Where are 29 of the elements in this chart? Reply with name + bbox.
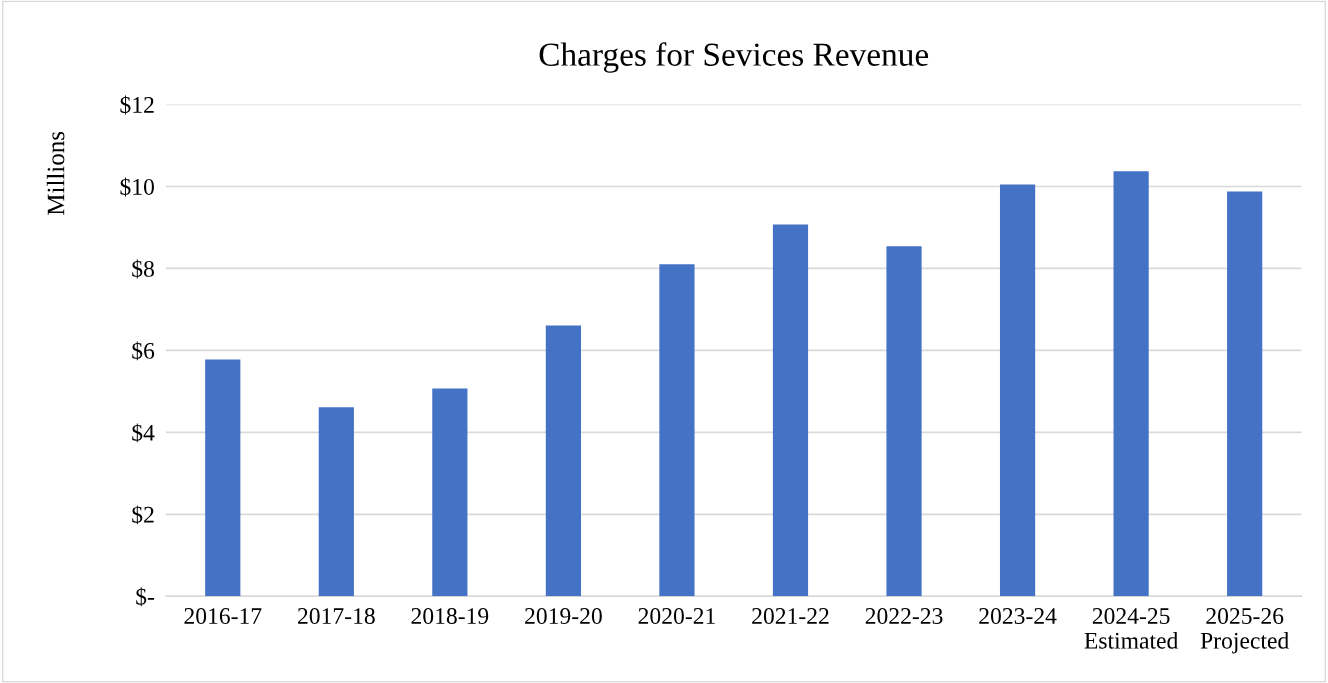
bar [432,388,468,597]
x-tick-label: 2017-18 [298,608,375,624]
y-tick-label: $12 [120,95,154,115]
x-tick-label: 2019-20 [525,608,602,624]
x-tick-label: 2020-21 [638,608,715,624]
bar [999,184,1036,597]
y-tick-label: $2 [132,505,154,525]
y-tick-label: $10 [120,177,154,197]
y-tick-label: $4 [132,423,155,443]
bar [1227,191,1263,597]
bar [886,246,922,597]
y-tick-label: $6 [132,341,155,361]
bar [659,264,695,597]
y-tick-label: $8 [132,259,154,279]
x-tick-label: 2016-17 [184,608,262,624]
x-tick-label: 2018-19 [411,608,489,624]
y-tick-label: $- [136,587,155,607]
bar [205,359,241,597]
bar [1113,171,1149,597]
x-tick-label: 2024-25 Estimated [1084,608,1179,649]
bar [545,325,581,597]
x-tick-label: 2022-23 [865,608,943,624]
bar [772,224,809,597]
x-tick-label: 2021-22 [752,608,829,624]
x-tick-label: 2023-24 [979,608,1057,624]
y-axis-title: Millions [46,131,65,215]
bar [318,407,354,597]
x-tick-label: 2025-26 Projected [1200,608,1289,654]
chart-title: Charges for Sevices Revenue [539,42,929,73]
